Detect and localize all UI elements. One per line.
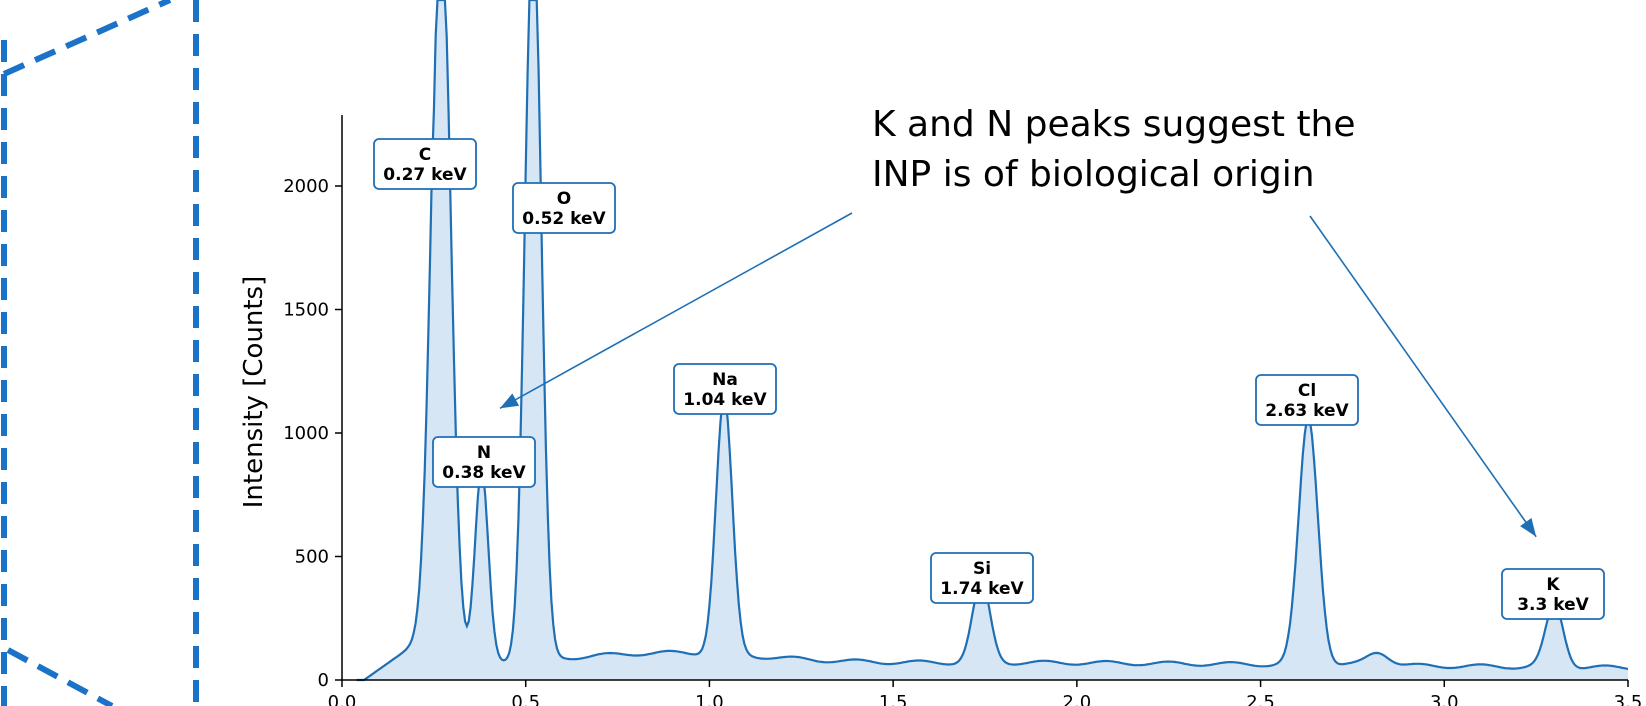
x-tick-label-6: 3.0: [1430, 692, 1459, 706]
axes: 0.0 0.5 1.0 1.5 2.0 2.5 3.0 3.5 0 500 1000 1500 200…: [239, 115, 1642, 706]
annotation-arrows: [499, 212, 1537, 538]
peak-label-n: N0.38 keV: [432, 436, 536, 488]
peak-label-k: K3.3 keV: [1501, 568, 1605, 620]
spectrum-fill: [356, 0, 1629, 680]
arrow-line-k: [1309, 215, 1537, 538]
peak-element: Si: [973, 559, 991, 579]
peak-energy: 0.38 keV: [442, 463, 526, 483]
peak-label-cl: Cl2.63 keV: [1255, 374, 1359, 426]
peak-label-box: [432, 436, 536, 488]
peak-label-o: O0.52 keV: [512, 182, 616, 234]
peak-element: K: [1546, 575, 1560, 595]
peak-label-box: [1255, 374, 1359, 426]
peak-element: N: [477, 443, 491, 463]
peak-element: C: [419, 145, 431, 165]
x-ticks: 0.0 0.5 1.0 1.5 2.0 2.5 3.0 3.5: [328, 680, 1643, 706]
peak-label-si: Si1.74 keV: [930, 552, 1034, 604]
y-tick-label-2: 1000: [283, 423, 329, 444]
y-axis-label: Intensity [Counts]: [239, 276, 269, 508]
y-ticks: 0 500 1000 1500 2000: [283, 176, 342, 691]
x-tick-label-2: 1.0: [695, 692, 724, 706]
x-tick-label-0: 0.0: [328, 692, 357, 706]
frame-decoration: [1, 0, 199, 706]
frame-bottom-diagonal: [6, 647, 114, 706]
x-tick-label-7: 3.5: [1614, 692, 1643, 706]
peak-element: O: [557, 189, 571, 209]
annotation-line-1: K and N peaks suggest the: [872, 104, 1356, 145]
annotation-line-2: INP is of biological origin: [872, 154, 1315, 195]
peak-element: Cl: [1298, 381, 1316, 401]
arrow-head-n: [499, 393, 520, 409]
peak-label-box: [512, 182, 616, 234]
peak-label-c: C0.27 keV: [373, 138, 477, 190]
peak-energy: 1.74 keV: [940, 579, 1024, 599]
peak-element: Na: [712, 370, 738, 390]
peak-label-box: [1501, 568, 1605, 620]
peak-energy: 0.52 keV: [522, 209, 606, 229]
frame-top-diagonal: [2, 0, 172, 77]
x-tick-label-3: 1.5: [879, 692, 908, 706]
peak-energy: 1.04 keV: [683, 390, 767, 410]
annotation: K and N peaks suggest the INP is of biol…: [499, 104, 1537, 538]
y-tick-label-3: 1500: [283, 300, 329, 321]
y-tick-label-0: 0: [318, 670, 329, 691]
peak-energy: 3.3 keV: [1517, 595, 1589, 615]
peak-label-na: Na1.04 keV: [673, 363, 777, 415]
arrow-line-n: [499, 212, 853, 409]
x-tick-label-5: 2.5: [1246, 692, 1275, 706]
peak-label-box: [930, 552, 1034, 604]
x-tick-label-4: 2.0: [1063, 692, 1092, 706]
peak-energy: 0.27 keV: [383, 165, 467, 185]
x-tick-label-1: 0.5: [511, 692, 540, 706]
peak-label-box: [673, 363, 777, 415]
spectrum-line: [356, 0, 1629, 682]
y-tick-label-4: 2000: [283, 176, 329, 197]
y-tick-label-1: 500: [295, 547, 329, 568]
arrow-head-k: [1520, 517, 1537, 537]
peak-energy: 2.63 keV: [1265, 401, 1349, 421]
peak-label-box: [373, 138, 477, 190]
plot-area: [356, 0, 1629, 682]
